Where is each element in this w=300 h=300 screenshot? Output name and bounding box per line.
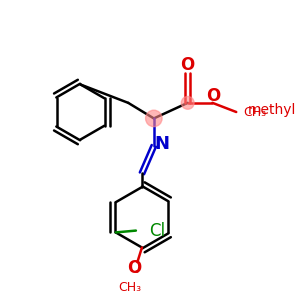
Circle shape	[181, 96, 194, 109]
Text: CH₃: CH₃	[244, 106, 267, 118]
Text: methyl: methyl	[248, 103, 296, 117]
Text: CH₃: CH₃	[118, 281, 142, 294]
Text: O: O	[128, 259, 142, 277]
Circle shape	[146, 110, 162, 127]
Text: Cl: Cl	[149, 222, 165, 240]
Text: O: O	[206, 86, 220, 104]
Text: N: N	[154, 135, 169, 153]
Text: O: O	[181, 56, 195, 74]
